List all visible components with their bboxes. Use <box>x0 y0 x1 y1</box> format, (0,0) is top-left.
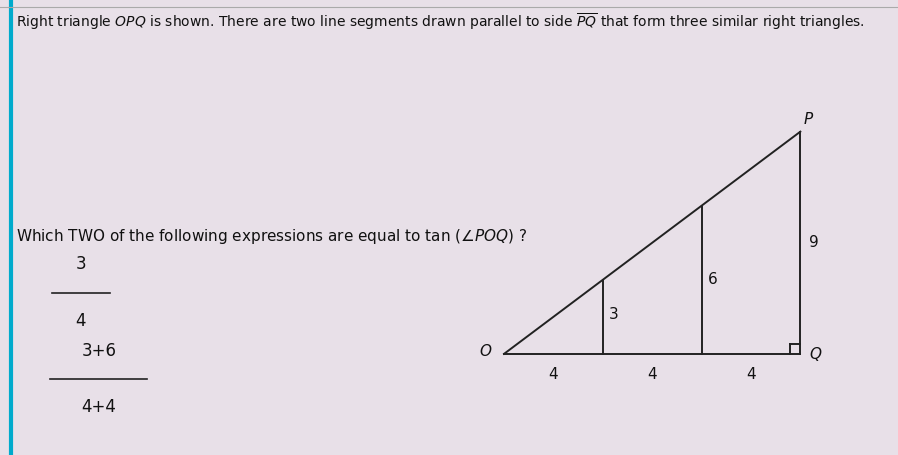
Text: 3+6: 3+6 <box>82 342 116 360</box>
Text: $Q$: $Q$ <box>809 345 823 363</box>
Text: 6: 6 <box>708 272 718 287</box>
Text: 4+4: 4+4 <box>82 398 116 416</box>
Text: 4: 4 <box>75 312 86 330</box>
Text: 3: 3 <box>75 255 86 273</box>
Text: 4: 4 <box>647 368 657 383</box>
Text: $P$: $P$ <box>803 111 814 126</box>
Text: $O$: $O$ <box>480 344 493 359</box>
Text: 4: 4 <box>746 368 756 383</box>
Text: Right triangle $OPQ$ is shown. There are two line segments drawn parallel to sid: Right triangle $OPQ$ is shown. There are… <box>16 11 865 32</box>
Text: 3: 3 <box>609 307 619 322</box>
Text: 9: 9 <box>809 235 819 250</box>
Text: Which TWO of the following expressions are equal to tan $(\angle POQ)$ ?: Which TWO of the following expressions a… <box>16 228 527 247</box>
Text: 4: 4 <box>549 368 559 383</box>
